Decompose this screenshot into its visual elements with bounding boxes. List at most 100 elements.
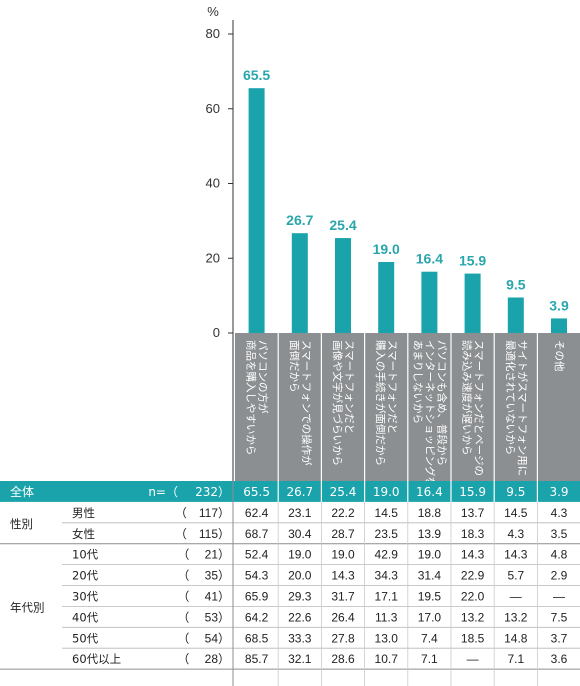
row-5-n: （ 53） bbox=[177, 610, 230, 624]
row-4-value-6: — bbox=[510, 590, 522, 604]
y-tick-label-0: 0 bbox=[213, 325, 220, 340]
row-6-value-3: 13.0 bbox=[375, 631, 399, 645]
row-6-value-6: 14.8 bbox=[504, 631, 528, 645]
row-0-value-3: 14.5 bbox=[375, 506, 399, 520]
row-7-value-1: 32.1 bbox=[288, 652, 312, 666]
bar-value-label-2: 25.4 bbox=[329, 217, 356, 233]
y-tick-label-4: 80 bbox=[206, 26, 220, 41]
row-1-value-1: 30.4 bbox=[288, 527, 312, 541]
total-row-value-2: 25.4 bbox=[330, 485, 357, 499]
bar-6 bbox=[507, 297, 524, 333]
row-6-value-1: 33.3 bbox=[288, 631, 312, 645]
row-7-value-0: 85.7 bbox=[245, 652, 269, 666]
row-1-value-6: 4.3 bbox=[507, 527, 524, 541]
row-2-name: 10代 bbox=[72, 548, 99, 562]
row-3-value-2: 14.3 bbox=[331, 569, 355, 583]
category-label-6-line-0: サイトがスマートフォン用に bbox=[516, 340, 529, 476]
row-4-value-0: 65.9 bbox=[245, 590, 269, 604]
row-5-value-0: 64.2 bbox=[245, 610, 269, 624]
y-tick-label-3: 60 bbox=[206, 101, 220, 116]
row-3-value-4: 31.4 bbox=[418, 569, 442, 583]
row-2-n: （ 21） bbox=[177, 548, 230, 562]
row-7-n: （ 28） bbox=[177, 652, 230, 666]
category-label-4-line-2: あまりしないから bbox=[411, 340, 423, 424]
row-0-name: 男性 bbox=[72, 506, 95, 520]
row-4-value-5: 22.0 bbox=[461, 590, 485, 604]
row-2-value-5: 14.3 bbox=[461, 548, 485, 562]
row-4-value-1: 29.3 bbox=[288, 590, 312, 604]
bar-3 bbox=[378, 261, 395, 333]
row-0-value-1: 23.1 bbox=[288, 506, 312, 520]
category-label-0-line-0: パソコンの方が bbox=[257, 340, 270, 414]
row-2-value-0: 52.4 bbox=[245, 548, 269, 562]
row-7-name: 60代以上 bbox=[72, 652, 121, 666]
row-5-value-6: 13.2 bbox=[504, 610, 528, 624]
row-5-value-5: 13.2 bbox=[461, 610, 485, 624]
row-5-name: 40代 bbox=[72, 610, 99, 624]
bar-7 bbox=[551, 318, 567, 333]
row-1-value-7: 3.5 bbox=[551, 527, 568, 541]
row-0-value-4: 18.8 bbox=[418, 506, 442, 520]
row-5-value-1: 22.6 bbox=[288, 610, 312, 624]
row-3-value-7: 2.9 bbox=[551, 569, 568, 583]
row-4-value-2: 31.7 bbox=[331, 590, 355, 604]
row-4-value-4: 19.5 bbox=[418, 590, 442, 604]
total-row-value-4: 16.4 bbox=[416, 485, 443, 499]
row-4-n: （ 41） bbox=[177, 590, 230, 604]
y-axis-unit: % bbox=[207, 4, 219, 19]
row-7-value-6: 7.1 bbox=[507, 652, 524, 666]
row-3-value-3: 34.3 bbox=[375, 569, 399, 583]
row-2-value-6: 14.3 bbox=[504, 548, 528, 562]
row-0-value-7: 4.3 bbox=[551, 506, 568, 520]
category-label-2-line-1: 画像や文字が見づらいから bbox=[331, 340, 344, 466]
row-3-value-6: 5.7 bbox=[507, 569, 524, 583]
y-tick-label-2: 40 bbox=[206, 176, 220, 191]
category-label-1-line-1: 面倒だから bbox=[288, 340, 300, 393]
total-row-value-6: 9.5 bbox=[506, 485, 525, 499]
row-1-value-3: 23.5 bbox=[375, 527, 399, 541]
category-label-3-line-0: スマートフォンだと bbox=[386, 340, 398, 434]
row-7-value-7: 3.6 bbox=[551, 652, 568, 666]
row-0-value-5: 13.7 bbox=[461, 506, 485, 520]
bar-value-label-1: 26.7 bbox=[286, 212, 313, 228]
bar-value-label-4: 16.4 bbox=[416, 251, 443, 267]
bar-0 bbox=[248, 88, 265, 333]
category-label-2-line-0: スマートフォンだと bbox=[343, 340, 355, 434]
row-3-value-0: 54.3 bbox=[245, 569, 269, 583]
row-0-value-6: 14.5 bbox=[504, 506, 528, 520]
total-row-label: 全体 bbox=[10, 484, 34, 499]
row-7-value-5: — bbox=[467, 652, 479, 666]
row-6-value-5: 18.5 bbox=[461, 631, 485, 645]
row-6-value-0: 68.5 bbox=[245, 631, 269, 645]
row-2-value-4: 19.0 bbox=[418, 548, 442, 562]
total-row-value-0: 65.5 bbox=[243, 485, 270, 499]
row-1-value-0: 68.7 bbox=[245, 527, 269, 541]
row-0-n: （ 117） bbox=[175, 506, 230, 520]
total-row-value-5: 15.9 bbox=[459, 485, 486, 499]
category-label-3-line-1: 購入の手続きが面倒だから bbox=[374, 340, 387, 466]
row-6-value-7: 3.7 bbox=[551, 631, 568, 645]
row-5-value-7: 7.5 bbox=[551, 610, 568, 624]
bar-4 bbox=[421, 271, 438, 333]
row-6-name: 50代 bbox=[72, 631, 99, 645]
category-label-6-line-1: 最適化されていないから bbox=[504, 340, 517, 455]
category-label-4-line-1: インターネットショッピングを bbox=[423, 340, 436, 487]
group-label-1: 年代別 bbox=[10, 600, 45, 614]
row-6-value-2: 27.8 bbox=[331, 631, 355, 645]
row-5-value-4: 17.0 bbox=[418, 610, 442, 624]
row-4-value-7: — bbox=[553, 590, 565, 604]
row-7-value-2: 28.6 bbox=[331, 652, 355, 666]
bar-value-label-3: 19.0 bbox=[373, 241, 400, 257]
row-1-value-2: 28.7 bbox=[331, 527, 355, 541]
row-3-n: （ 35） bbox=[177, 569, 230, 583]
group-label-0: 性別 bbox=[10, 517, 33, 531]
row-7-value-4: 7.1 bbox=[421, 652, 438, 666]
row-1-value-5: 18.3 bbox=[461, 527, 485, 541]
row-6-value-4: 7.4 bbox=[421, 631, 438, 645]
row-2-value-3: 42.9 bbox=[375, 548, 399, 562]
row-7-value-3: 10.7 bbox=[375, 652, 399, 666]
row-2-value-7: 4.8 bbox=[551, 548, 568, 562]
row-6-n: （ 54） bbox=[177, 631, 230, 645]
row-4-name: 30代 bbox=[72, 590, 99, 604]
